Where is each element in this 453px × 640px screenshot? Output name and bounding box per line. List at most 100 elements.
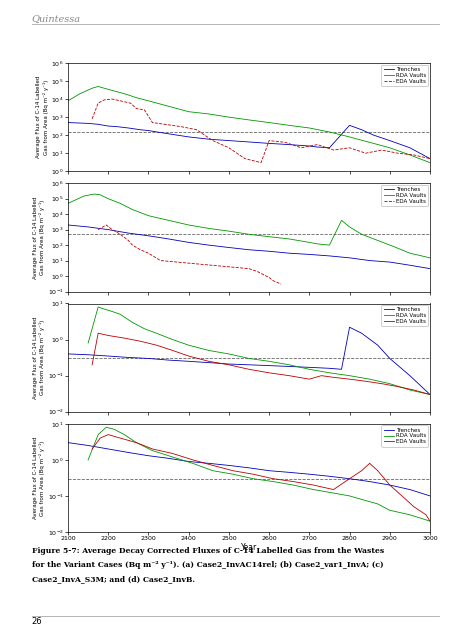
Line: EDA Vaults: EDA Vaults [92, 435, 430, 521]
RDA Vaults [427, 517, 433, 525]
EDA Vaults [186, 352, 191, 360]
Trenches [86, 120, 91, 127]
Trenches [206, 460, 212, 467]
RDA Vaults [118, 200, 123, 207]
EDA Vaults [246, 365, 252, 373]
RDA Vaults [118, 310, 123, 318]
RDA Vaults [166, 216, 171, 224]
Trenches [65, 439, 71, 447]
EDA Vaults [138, 246, 143, 253]
EDA Vaults [118, 97, 123, 105]
EDA Vaults [110, 95, 115, 103]
EDA Vaults [427, 390, 433, 398]
Trenches [327, 252, 332, 260]
EDA Vaults [331, 486, 336, 493]
Trenches [106, 226, 111, 234]
EDA Vaults [311, 481, 316, 489]
Text: Case2_InvA_S3M; and (d) Case2_InvB.: Case2_InvA_S3M; and (d) Case2_InvB. [32, 575, 195, 584]
EDA Vaults [423, 511, 429, 518]
Trenches [307, 470, 312, 478]
EDA Vaults [89, 445, 95, 453]
Trenches [106, 445, 111, 453]
EDA Vaults [134, 439, 139, 447]
Legend: Trenches, RDA Vaults, EDA Vaults: Trenches, RDA Vaults, EDA Vaults [381, 305, 429, 326]
EDA Vaults [411, 151, 417, 159]
Trenches [387, 481, 392, 489]
RDA Vaults [427, 254, 433, 262]
Trenches [166, 356, 171, 364]
RDA Vaults [110, 308, 115, 316]
EDA Vaults [395, 149, 400, 157]
EDA Vaults [363, 149, 368, 157]
RDA Vaults [77, 90, 83, 97]
X-axis label: Year: Year [241, 543, 257, 552]
RDA Vaults [359, 495, 364, 503]
Trenches [206, 359, 212, 367]
RDA Vaults [347, 372, 352, 380]
RDA Vaults [101, 84, 107, 92]
RDA Vaults [251, 475, 256, 483]
RDA Vaults [407, 250, 413, 257]
EDA Vaults [97, 435, 103, 442]
RDA Vaults [146, 97, 151, 105]
RDA Vaults [327, 128, 332, 136]
RDA Vaults [327, 241, 332, 249]
RDA Vaults [407, 151, 413, 159]
RDA Vaults [427, 159, 433, 166]
RDA Vaults [307, 239, 312, 246]
RDA Vaults [246, 230, 252, 238]
RDA Vaults [246, 355, 252, 362]
Trenches [387, 137, 392, 145]
EDA Vaults [142, 106, 147, 114]
EDA Vaults [258, 159, 264, 166]
Trenches [327, 364, 332, 372]
RDA Vaults [387, 506, 392, 514]
RDA Vaults [339, 216, 344, 224]
EDA Vaults [286, 372, 292, 380]
EDA Vaults [318, 372, 324, 380]
Trenches [65, 118, 71, 126]
RDA Vaults [266, 118, 272, 126]
RDA Vaults [347, 223, 352, 231]
RDA Vaults [134, 439, 139, 447]
Trenches [186, 133, 191, 141]
RDA Vaults [186, 221, 191, 229]
Legend: Trenches, RDA Vaults, EDA Vaults: Trenches, RDA Vaults, EDA Vaults [381, 185, 429, 206]
EDA Vaults [121, 334, 127, 342]
Legend: Trenches, RDA Vaults, EDA Vaults: Trenches, RDA Vaults, EDA Vaults [381, 65, 429, 86]
RDA Vaults [106, 195, 111, 202]
RDA Vaults [290, 481, 296, 489]
Trenches [286, 468, 292, 476]
Trenches [125, 229, 131, 237]
Trenches [158, 129, 163, 136]
Trenches [86, 223, 91, 231]
EDA Vaults [89, 361, 95, 369]
RDA Vaults [142, 325, 147, 333]
EDA Vaults [162, 120, 167, 128]
RDA Vaults [186, 341, 191, 349]
EDA Vaults [290, 477, 296, 485]
Trenches [166, 235, 171, 243]
EDA Vaults [375, 467, 381, 474]
EDA Vaults [128, 99, 133, 107]
Line: RDA Vaults: RDA Vaults [68, 194, 430, 258]
RDA Vaults [97, 191, 103, 198]
Trenches [427, 390, 433, 398]
EDA Vaults [379, 146, 385, 154]
Trenches [114, 123, 119, 131]
Trenches [315, 143, 320, 151]
RDA Vaults [286, 235, 292, 243]
EDA Vaults [411, 386, 417, 394]
Trenches [226, 137, 231, 145]
Line: EDA Vaults: EDA Vaults [92, 99, 430, 163]
Trenches [266, 467, 272, 474]
EDA Vaults [251, 470, 256, 478]
RDA Vaults [154, 330, 159, 337]
Line: EDA Vaults: EDA Vaults [92, 333, 430, 394]
RDA Vaults [427, 390, 433, 398]
RDA Vaults [355, 135, 360, 143]
RDA Vaults [206, 225, 212, 232]
Trenches [125, 353, 131, 361]
EDA Vaults [154, 341, 159, 349]
EDA Vaults [266, 137, 272, 145]
